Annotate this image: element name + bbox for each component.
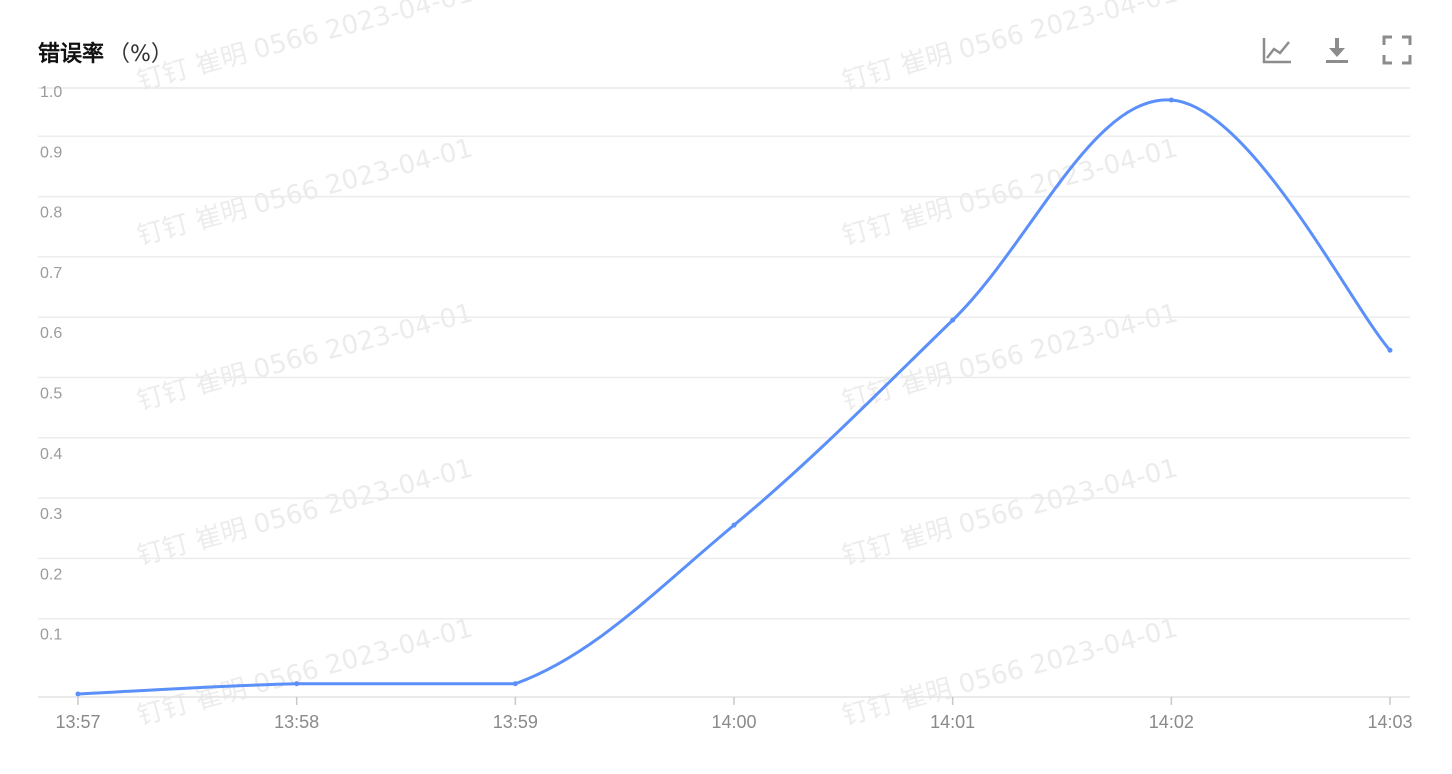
watermark-text: 钉钉 崔明 0566 2023-04-01 [839,298,1181,417]
download-icon [1326,38,1348,63]
x-tick-label: 13:59 [493,712,538,732]
series-line [77,98,1392,696]
data-point[interactable] [950,317,956,323]
y-tick-label: 0.6 [40,325,62,342]
x-tick-label: 14:01 [930,712,975,732]
y-tick-label: 0.4 [40,446,62,463]
y-tick-label: 0.3 [40,506,62,523]
x-axis: 13:57 13:58 13:59 14:00 14:01 14:02 14:03 [38,696,1413,732]
y-tick-label: 0.7 [40,265,62,282]
chart-title-text: 错误率 [38,42,105,67]
data-point[interactable] [1387,347,1393,353]
y-tick-label: 1.0 [40,84,62,101]
series-layer [75,97,1393,697]
grid-lines [38,87,1410,620]
x-tick-label: 14:00 [711,712,756,732]
download-button[interactable] [1322,34,1352,66]
line-chart-button[interactable] [1262,34,1292,66]
x-tick-label: 14:03 [1367,712,1412,732]
x-tick-label: 13:58 [274,712,319,732]
y-tick-label: 0.9 [40,144,62,161]
data-point[interactable] [512,681,518,687]
watermark-layer: 钉钉 崔明 0566 2023-04-01 钉钉 崔明 0566 2023-04-… [134,0,1181,732]
chart-title: 错误率 （%） [38,36,173,68]
watermark-text: 钉钉 崔明 0566 2023-04-01 [134,453,476,572]
watermark-text: 钉钉 崔明 0566 2023-04-01 [839,133,1181,252]
x-tick-label: 13:57 [55,712,100,732]
watermark-text: 钉钉 崔明 0566 2023-04-01 [134,298,476,417]
x-tick-label: 14:02 [1149,712,1194,732]
y-tick-label: 0.1 [40,627,62,644]
watermark-text: 钉钉 崔明 0566 2023-04-01 [134,133,476,252]
fullscreen-button[interactable] [1382,34,1412,66]
y-axis: 0.1 0.2 0.3 0.4 0.5 0.6 0.7 0.8 0.9 1.0 [40,84,62,644]
fullscreen-icon [1382,35,1412,65]
chart-toolbar [1262,34,1412,66]
chart-title-unit: （%） [108,42,173,67]
watermark-text: 钉钉 崔明 0566 2023-04-01 [839,613,1181,732]
y-tick-label: 0.2 [40,566,62,583]
watermark-text: 钉钉 崔明 0566 2023-04-01 [839,453,1181,572]
watermark-text: 钉钉 崔明 0566 2023-04-01 [134,0,476,97]
data-point[interactable] [294,681,300,687]
y-tick-label: 0.5 [40,386,62,403]
watermark-text: 钉钉 崔明 0566 2023-04-01 [839,0,1181,97]
line-chart-icon [1262,38,1291,64]
data-point[interactable] [75,691,81,697]
data-point[interactable] [731,522,737,528]
data-point[interactable] [1168,97,1174,103]
y-tick-label: 0.8 [40,205,62,222]
